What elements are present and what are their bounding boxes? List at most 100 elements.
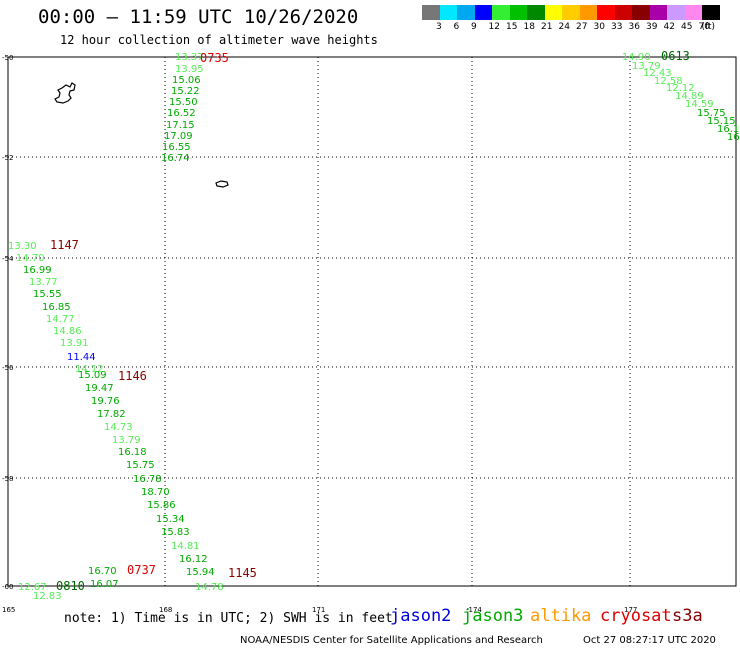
pass-time-label: 0810 <box>56 579 85 593</box>
legend-swatch <box>579 5 597 20</box>
longitude-label: 168 <box>159 606 172 614</box>
latitude-label: -56 <box>2 364 14 372</box>
color-legend <box>422 5 720 20</box>
legend-label: 39 <box>646 22 658 32</box>
wave-height-label: 14.12 <box>75 364 104 375</box>
wave-height-label: 16.74 <box>161 153 190 164</box>
wave-height-label: 17.82 <box>97 409 126 420</box>
wave-height-label: 16 <box>727 132 740 143</box>
wave-height-label: 14.81 <box>171 541 200 552</box>
wave-height-label: 15.50 <box>169 97 198 108</box>
wave-height-label: 13.91 <box>60 338 89 349</box>
wave-height-label: 14.89 <box>675 91 704 102</box>
legend-swatch <box>544 5 562 20</box>
wave-height-label: 15.83 <box>161 527 190 538</box>
longitude-label: 165 <box>2 606 15 614</box>
wave-height-label: 15.75 <box>126 460 155 471</box>
legend-swatch <box>492 5 510 20</box>
legend-swatch <box>684 5 702 20</box>
legend-label: 36 <box>628 22 640 32</box>
legend-swatch <box>632 5 650 20</box>
legend-label: 45 <box>681 22 693 32</box>
legend-swatch <box>457 5 475 20</box>
latitude-label: -54 <box>2 255 14 263</box>
map-title: 00:00 – 11:59 UTC 10/26/2020 <box>38 6 359 28</box>
map-frame <box>7 56 737 587</box>
satellite-s3a: s3a <box>672 606 703 626</box>
legend-label: 33 <box>611 22 623 32</box>
wave-height-label: 17.15 <box>166 120 195 131</box>
legend-swatch <box>474 5 492 20</box>
wave-height-label: 14.59 <box>685 99 714 110</box>
wave-height-label: 19.47 <box>85 383 114 394</box>
latitude-label: -50 <box>2 54 13 62</box>
legend-label: 21 <box>541 22 553 32</box>
wave-height-label: 14.86 <box>53 326 82 337</box>
campbell-island <box>215 180 229 188</box>
wave-height-label: 15.75 <box>697 108 726 119</box>
wave-height-label: 12.58 <box>654 76 683 87</box>
wave-height-label: 18.70 <box>141 487 170 498</box>
wave-height-label: 15.94 <box>186 567 215 578</box>
wave-height-label: 16.78 <box>133 474 162 485</box>
wave-height-label: 15.06 <box>172 75 201 86</box>
wave-height-label: 15.55 <box>33 289 62 300</box>
legend-swatch <box>422 5 440 20</box>
legend-label: 18 <box>523 22 535 32</box>
longitude-label: 171 <box>312 606 325 614</box>
legend-label: 6 <box>453 22 460 32</box>
wave-height-label: 13.79 <box>632 61 661 72</box>
wave-height-label: 16.85 <box>42 302 71 313</box>
pass-time-label: 1147 <box>50 238 79 252</box>
latitude-label: -60 <box>2 583 13 591</box>
legend-label: 3 <box>436 22 442 32</box>
legend-unit: (ft) <box>701 22 716 32</box>
legend-label: 30 <box>593 22 605 32</box>
wave-height-label: 14.77 <box>46 314 75 325</box>
credit-line: NOAA/NESDIS Center for Satellite Applica… <box>240 635 543 646</box>
longitude-label: -174 <box>466 606 482 614</box>
wave-height-label: 17.09 <box>164 131 193 142</box>
longitude-label: 177 <box>624 606 637 614</box>
track-0737: 16.70 16.07 0737 <box>88 563 156 590</box>
legend-label: 12 <box>488 22 500 32</box>
wave-height-label: 16.1 <box>717 124 739 135</box>
legend-label: 24 <box>558 22 570 32</box>
axis-labels: -50 -52 -54 -56 -58 -60 165 168 171 -174 177 <box>2 54 637 614</box>
latitude-label: -58 <box>2 475 13 483</box>
satellite-jason2: jason2 <box>390 606 452 626</box>
wave-height-label: 14.90 <box>622 52 651 63</box>
wave-height-label: 14.70 <box>16 253 45 264</box>
legend-swatch <box>614 5 632 20</box>
auckland-islands <box>54 82 76 104</box>
track-0735: 13.3713.9515.0615.2215.5016.5217.1517.09… <box>161 51 229 164</box>
map-subtitle: 12 hour collection of altimeter wave hei… <box>60 33 378 47</box>
pass-time-label: 0613 <box>661 49 690 63</box>
legend-swatch <box>667 5 685 20</box>
legend-swatch <box>649 5 667 20</box>
satellite-altika: altika <box>530 606 592 626</box>
satellite-cryosat: cryosat <box>600 606 672 626</box>
satellite-jason3: jason3 <box>462 606 524 626</box>
legend-swatch <box>562 5 580 20</box>
wave-height-label: 15.22 <box>171 86 200 97</box>
altimeter-labels: 13.3713.9515.0615.2215.5016.5217.1517.09… <box>8 49 740 602</box>
wave-height-label: 15.34 <box>156 514 185 525</box>
footer-note: note: 1) Time is in UTC; 2) SWH is in fe… <box>64 611 393 626</box>
wave-height-label: 16.99 <box>23 265 52 276</box>
legend-swatch <box>702 5 720 20</box>
legend-label: 9 <box>471 22 477 32</box>
wave-height-label: 16.52 <box>167 108 196 119</box>
pass-time-label: 1145 <box>228 566 257 580</box>
wave-height-label: 12.43 <box>643 68 672 79</box>
wave-height-label: 12.67 <box>18 582 47 593</box>
wave-height-label: 13.77 <box>29 277 58 288</box>
wave-height-label: 13.37 <box>175 52 204 63</box>
wave-height-label: 16.12 <box>179 554 208 565</box>
track-1145: 1145 <box>228 566 257 580</box>
pass-time-label: 0737 <box>127 563 156 577</box>
